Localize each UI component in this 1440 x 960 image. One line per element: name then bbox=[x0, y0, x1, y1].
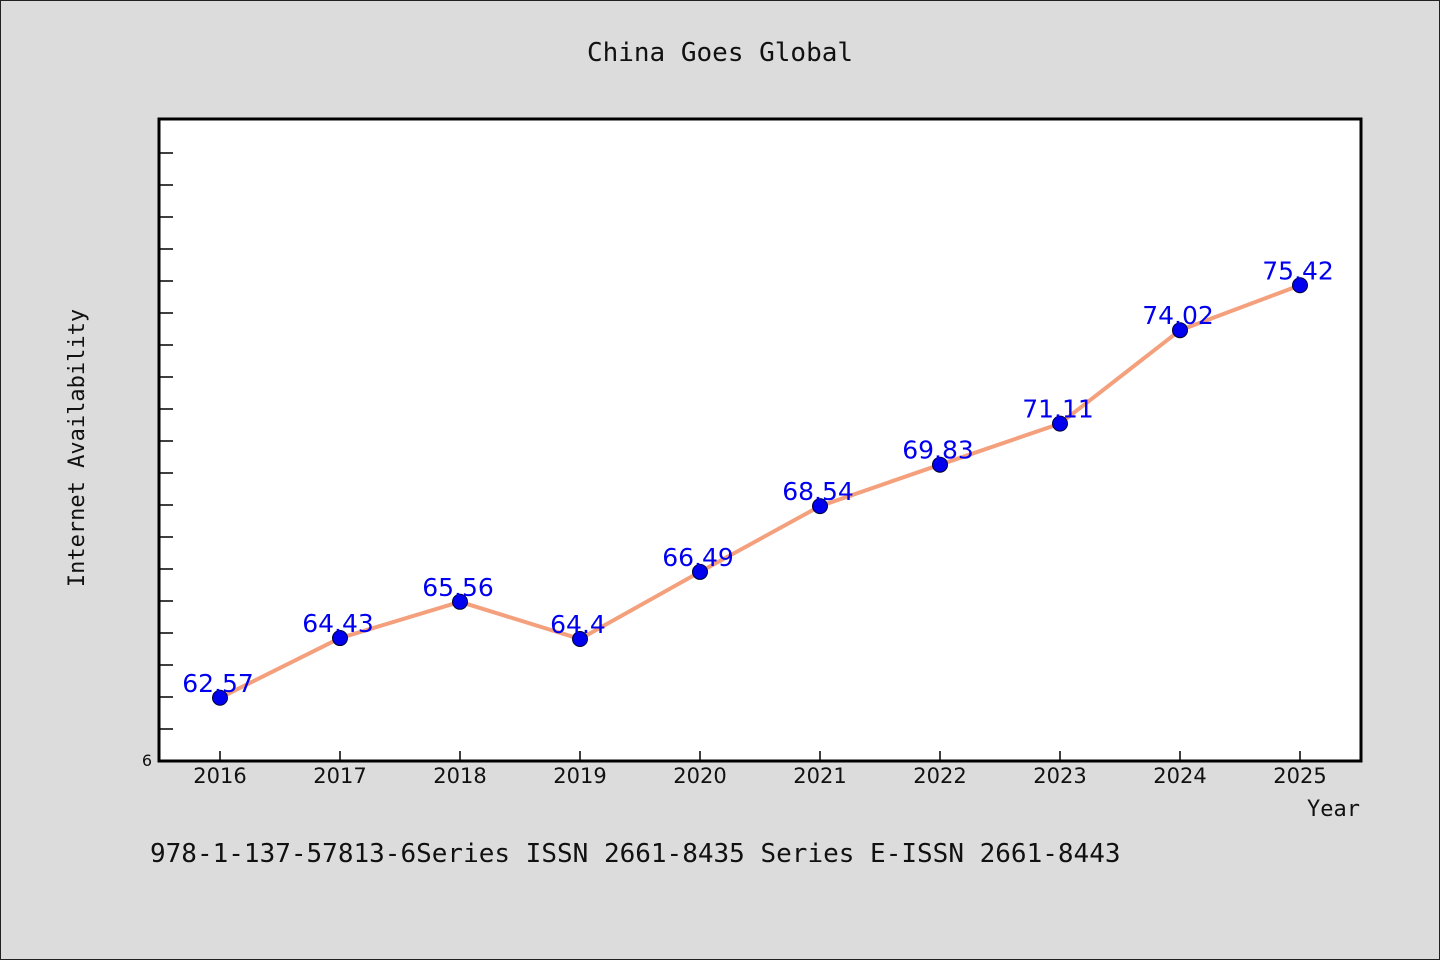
x-tick-label: 2016 bbox=[193, 764, 246, 788]
x-tick-label: 2022 bbox=[913, 764, 966, 788]
x-axis-label: Year bbox=[1307, 797, 1360, 822]
chart-title: China Goes Global bbox=[587, 38, 853, 68]
data-label: 64.4 bbox=[550, 610, 606, 639]
y-axis-label: Internet Availability bbox=[65, 309, 90, 587]
data-label: 74.02 bbox=[1142, 301, 1214, 330]
x-tick-label: 2024 bbox=[1153, 764, 1206, 788]
x-tick-label: 2023 bbox=[1033, 764, 1086, 788]
x-tick-label: 2021 bbox=[793, 764, 846, 788]
data-point-marker bbox=[332, 630, 348, 647]
data-label: 64.43 bbox=[302, 609, 374, 638]
data-label: 68.54 bbox=[782, 477, 854, 506]
plot-area bbox=[157, 117, 1363, 763]
x-tick-label: 2020 bbox=[673, 764, 726, 788]
data-label: 65.56 bbox=[422, 573, 494, 602]
data-point-marker bbox=[212, 689, 228, 706]
data-label: 66.49 bbox=[662, 543, 734, 572]
data-point-marker bbox=[1052, 415, 1068, 432]
data-label: 62.57 bbox=[182, 669, 254, 698]
x-axis-ticks: 2016 2017 2018 2019 2020 2021 2022 2023 2024 2025 bbox=[193, 751, 1327, 788]
data-point-marker bbox=[572, 631, 588, 648]
data-point-marker bbox=[1172, 322, 1188, 339]
y-axis-ticks bbox=[159, 152, 173, 730]
x-tick-label: 2017 bbox=[313, 764, 366, 788]
x-tick-label: 2019 bbox=[553, 764, 606, 788]
data-label: 69.83 bbox=[902, 436, 974, 465]
footer-isbn-text: 978-1-137-57813-6Series ISSN 2661-8435 S… bbox=[150, 839, 1121, 869]
data-point-marker bbox=[1292, 277, 1308, 294]
data-label: 75.42 bbox=[1262, 256, 1334, 285]
data-labels: 62.57 64.43 65.56 64.4 66.49 68.54 69.83 71.11 7… bbox=[182, 256, 1334, 697]
x-tick-label: 2018 bbox=[433, 764, 486, 788]
series-markers bbox=[212, 277, 1308, 706]
data-point-marker bbox=[812, 498, 828, 515]
y-tick-label: 6 bbox=[142, 751, 152, 770]
data-point-marker bbox=[932, 456, 948, 473]
data-label: 71.11 bbox=[1022, 395, 1094, 424]
data-point-marker bbox=[452, 593, 468, 610]
series-line bbox=[218, 283, 1302, 700]
x-tick-label: 2025 bbox=[1273, 764, 1326, 788]
data-point-marker bbox=[692, 563, 708, 580]
